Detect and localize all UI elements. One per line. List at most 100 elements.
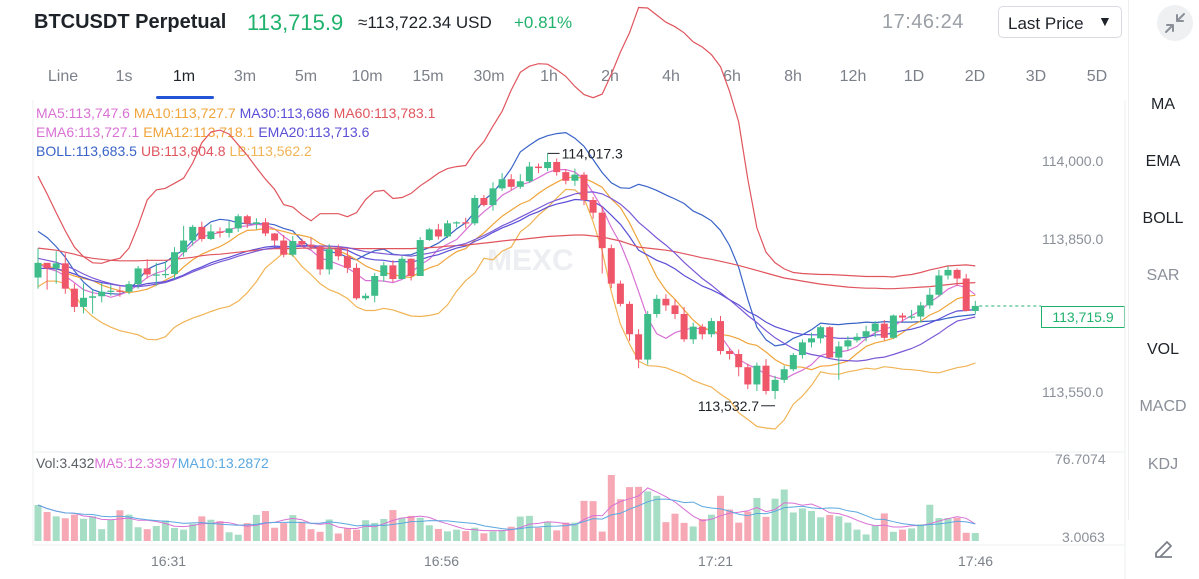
candle-body bbox=[152, 274, 160, 276]
indicator-macd-button[interactable]: MACD bbox=[1139, 398, 1187, 415]
volume-bar bbox=[944, 518, 952, 541]
candle-body bbox=[889, 315, 897, 338]
volume-bar bbox=[544, 521, 552, 541]
volume-bar bbox=[535, 527, 542, 541]
volume-bar bbox=[707, 514, 715, 541]
volume-bar bbox=[271, 527, 279, 541]
indicator-vol-button[interactable]: VOL bbox=[1146, 341, 1179, 358]
volume-bar bbox=[407, 515, 415, 541]
volume-bar bbox=[598, 531, 606, 541]
legend-item: MA30:113,686 bbox=[239, 105, 330, 121]
tab-6h[interactable]: 6h bbox=[723, 68, 741, 85]
volume-bar bbox=[280, 523, 288, 541]
candle-body bbox=[480, 197, 488, 206]
candle-body bbox=[116, 290, 124, 292]
candle-body bbox=[616, 283, 624, 304]
volume-bar bbox=[207, 519, 215, 541]
candle-body bbox=[589, 200, 597, 213]
candle-body bbox=[553, 162, 561, 173]
boll-legend: BOLL:113,683.5 UB:113,804.8 LB:113,562.2 bbox=[36, 143, 316, 159]
tab-1s[interactable]: 1s bbox=[115, 68, 133, 85]
volume-bar bbox=[616, 499, 624, 541]
candle-body bbox=[371, 276, 379, 296]
legend-item: Vol:3.432 bbox=[36, 455, 95, 471]
ma-legend: MA5:113,747.6 MA10:113,727.7 MA30:113,686 M… bbox=[36, 105, 439, 121]
candle-body bbox=[198, 226, 206, 240]
tab-5m[interactable]: 5m bbox=[294, 68, 318, 85]
x-tick-label: 17:46 bbox=[958, 553, 994, 569]
candle-body bbox=[453, 222, 461, 224]
candle-body bbox=[225, 228, 233, 233]
candle-body bbox=[498, 179, 506, 189]
candle-body bbox=[880, 323, 888, 338]
legend-item: EMA12:113,718.1 bbox=[143, 124, 255, 140]
candle-body bbox=[644, 314, 652, 360]
volume-bar bbox=[325, 519, 333, 541]
volume-bar bbox=[489, 531, 497, 541]
volume-bar bbox=[161, 520, 169, 541]
tab-3d[interactable]: 3D bbox=[1025, 68, 1047, 85]
indicator-kdj-button[interactable]: KDJ bbox=[1147, 456, 1179, 473]
volume-bar bbox=[116, 510, 124, 541]
indicator-ema-button[interactable]: EMA bbox=[1145, 153, 1181, 170]
tab-4h[interactable]: 4h bbox=[662, 68, 680, 85]
price-type-dropdown[interactable]: Last Price ▼ bbox=[998, 6, 1122, 38]
tab-12h[interactable]: 12h bbox=[839, 68, 867, 85]
candle-body bbox=[189, 226, 197, 241]
volume-bar bbox=[935, 518, 943, 541]
tab-1h[interactable]: 1h bbox=[540, 68, 558, 85]
volume-bar bbox=[416, 517, 424, 541]
candle-body bbox=[98, 291, 106, 297]
candle-body bbox=[61, 263, 69, 289]
tab-3m[interactable]: 3m bbox=[233, 68, 257, 85]
candle-body bbox=[425, 229, 433, 241]
caret-down-icon: ▼ bbox=[1098, 13, 1112, 29]
collapse-icon[interactable] bbox=[1157, 5, 1193, 41]
candle-body bbox=[717, 321, 724, 351]
candle-body bbox=[89, 296, 97, 298]
tab-1m[interactable]: 1m bbox=[172, 68, 196, 85]
symbol-title[interactable]: BTCUSDT Perpetual bbox=[34, 11, 227, 33]
volume-bar bbox=[826, 514, 834, 541]
indicator-ma-button[interactable]: MA bbox=[1151, 96, 1175, 113]
volume-bar bbox=[899, 529, 906, 541]
tab-30m[interactable]: 30m bbox=[473, 68, 505, 85]
edit-icon[interactable] bbox=[1152, 537, 1176, 561]
candle-body bbox=[252, 222, 260, 224]
tab-10m[interactable]: 10m bbox=[351, 68, 383, 85]
volume-bar bbox=[316, 531, 324, 541]
candle-body bbox=[316, 246, 324, 270]
tab-8h[interactable]: 8h bbox=[784, 68, 802, 85]
indicator-sar-button[interactable]: SAR bbox=[1146, 267, 1180, 284]
volume-bar bbox=[817, 517, 825, 541]
indicator-boll-button[interactable]: BOLL bbox=[1142, 210, 1184, 227]
volume-bar bbox=[562, 522, 570, 541]
candle-body bbox=[271, 233, 279, 241]
tab-2d[interactable]: 2D bbox=[964, 68, 986, 85]
candle-body bbox=[626, 303, 633, 335]
volume-bar bbox=[398, 517, 406, 541]
volume-bar bbox=[662, 522, 670, 541]
volume-bar bbox=[571, 522, 579, 541]
candle-body bbox=[171, 252, 178, 274]
tab-15m[interactable]: 15m bbox=[412, 68, 444, 85]
tab-5d[interactable]: 5D bbox=[1086, 68, 1108, 85]
volume-ma5-line bbox=[37, 487, 976, 532]
candle-body bbox=[180, 240, 188, 253]
candle-body bbox=[544, 162, 552, 169]
tab-line[interactable]: Line bbox=[47, 68, 79, 85]
candle-body bbox=[653, 298, 661, 314]
candle-body bbox=[298, 241, 306, 245]
volume-bar bbox=[353, 529, 360, 541]
candle-body bbox=[844, 340, 852, 347]
volume-bar bbox=[371, 522, 379, 541]
volume-bar bbox=[626, 487, 633, 541]
candle-body bbox=[835, 346, 843, 358]
candle-body bbox=[489, 188, 497, 206]
volume-bar bbox=[798, 508, 806, 541]
volume-bar bbox=[180, 529, 188, 541]
volume-bar bbox=[307, 529, 315, 541]
tab-1d[interactable]: 1D bbox=[903, 68, 925, 85]
volume-bar bbox=[434, 528, 442, 541]
